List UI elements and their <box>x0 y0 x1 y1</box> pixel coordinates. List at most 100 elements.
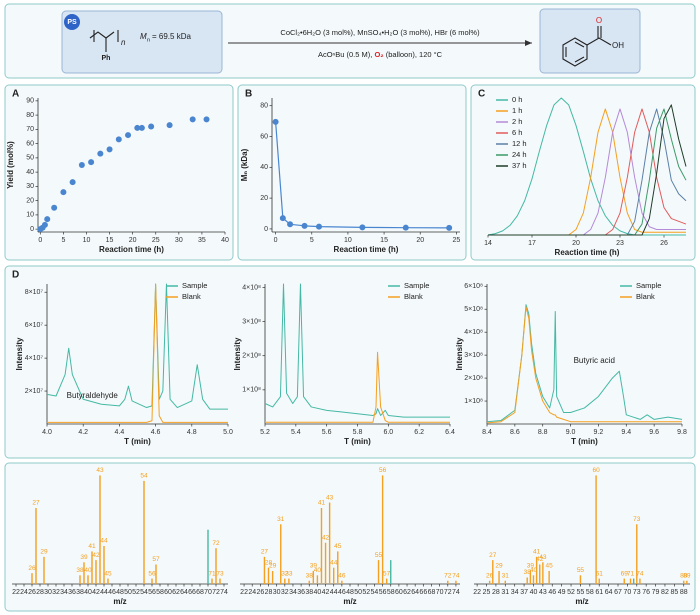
x-tick-label: 5.4 <box>291 429 301 436</box>
data-point <box>272 118 279 125</box>
bar-label: 43 <box>326 494 334 501</box>
y-tick-label: 2×10⁸ <box>242 353 261 360</box>
x-tick-label: 49 <box>558 589 566 596</box>
bar-label: 27 <box>32 500 40 507</box>
x-tick-label: 26 <box>256 589 264 596</box>
bar-label: 54 <box>140 473 148 480</box>
x-tick-label: 60 <box>395 589 403 596</box>
mn-value: = 69.5 kDa <box>152 32 191 41</box>
x-tick-label: 46 <box>338 589 346 596</box>
y-tick-label: 4×10⁸ <box>464 329 483 336</box>
bar <box>683 580 685 584</box>
x-tick-label: 72 <box>212 589 220 596</box>
x-tick-label: 5.2 <box>260 429 270 436</box>
data-point <box>41 221 48 228</box>
data-point <box>189 116 196 123</box>
x-tick-label: 73 <box>633 589 641 596</box>
x-tick-label: 32 <box>281 589 289 596</box>
bar-label: 73 <box>633 516 641 523</box>
x-tick-label: 24 <box>248 589 256 596</box>
x-tick-label: 34 <box>289 589 297 596</box>
bar <box>504 580 507 584</box>
x-tick-label: 28 <box>36 589 44 596</box>
data-point <box>316 223 322 230</box>
x-tick-label: 26 <box>28 589 36 596</box>
conditions-top: CoCl₂•6H₂O (3 mol%), MnSO₄•H₂O (3 mol%),… <box>280 28 480 37</box>
bar-label: 71 <box>208 570 216 577</box>
y-tick-label: 6×10⁸ <box>464 283 483 290</box>
bar <box>381 475 384 584</box>
y-tick-label: 80 <box>26 112 34 119</box>
x-tick-label: 17 <box>528 240 536 247</box>
y-tick-label: 0 <box>30 226 34 233</box>
x-tick-label: 30 <box>44 589 52 596</box>
bar <box>337 551 339 584</box>
bar <box>498 570 500 584</box>
y-tick-label: 3×10⁸ <box>464 352 483 359</box>
data-point <box>446 224 453 231</box>
y-tick-label: 40 <box>260 164 268 171</box>
bar <box>143 480 145 584</box>
x-tick-label: 58 <box>156 589 164 596</box>
bar <box>455 580 457 584</box>
bar-label: 29 <box>269 563 277 570</box>
y-axis-title: Yield (mol%) <box>6 141 15 189</box>
x-tick-label: 9.6 <box>649 429 659 436</box>
data-point <box>69 179 76 186</box>
x-tick-label: 37 <box>520 589 528 596</box>
solvent: AcOⁿBu (0.5 M), <box>318 50 375 59</box>
x-tick-label: 10 <box>344 237 352 244</box>
bar <box>328 502 331 584</box>
x-tick-label: 30 <box>273 589 281 596</box>
bar-label: 74 <box>636 570 644 577</box>
product-box <box>539 8 641 74</box>
x-tick-label: 70 <box>623 589 631 596</box>
x-tick-label: 9.8 <box>677 429 687 436</box>
x-tick-label: 31 <box>501 589 509 596</box>
data-point <box>106 146 113 153</box>
bar-label: 57 <box>383 570 391 577</box>
bar <box>333 567 335 584</box>
x-tick-label: 42 <box>322 589 330 596</box>
y-tick-label: 2×10⁷ <box>25 388 44 395</box>
bar-label: 43 <box>96 467 104 474</box>
x-tick-label: 4.0 <box>42 429 52 436</box>
x-tick-label: 25 <box>152 237 160 244</box>
data-point <box>125 132 132 139</box>
conditions: (balloon), 120 °C <box>384 50 443 59</box>
x-tick-label: 56 <box>148 589 156 596</box>
bar-label: 27 <box>261 549 269 556</box>
x-tick-label: 8.6 <box>510 429 520 436</box>
x-tick-label: 68 <box>428 589 436 596</box>
bar <box>320 508 323 584</box>
x-tick-label: 52 <box>362 589 370 596</box>
bar-label: 57 <box>152 556 160 563</box>
legend-label: 0 h <box>512 95 522 104</box>
x-tick-label: 9.4 <box>621 429 631 436</box>
bar <box>91 551 93 584</box>
data-point <box>148 123 155 130</box>
data-line <box>486 304 683 423</box>
y-tick-label: 20 <box>260 195 268 202</box>
data-point <box>402 224 409 231</box>
bar-label: 42 <box>92 552 100 559</box>
polymer-structure <box>89 30 119 52</box>
bar <box>542 562 544 584</box>
x-tick-label: 4.2 <box>78 429 88 436</box>
x-tick-label: 82 <box>661 589 669 596</box>
ps-badge-text: PS <box>67 19 77 26</box>
bar-label: 32 <box>281 570 289 577</box>
x-tick-label: 68 <box>196 589 204 596</box>
bar <box>263 556 266 584</box>
x-tick-label: 4.4 <box>115 429 125 436</box>
data-line <box>486 306 682 424</box>
x-tick-label: 46 <box>108 589 116 596</box>
panel-e <box>4 462 696 612</box>
bar-label: 39 <box>527 563 535 570</box>
panel-letter: B <box>245 89 252 100</box>
x-tick-label: 44 <box>330 589 338 596</box>
repeat-unit: n <box>121 38 126 47</box>
bar-label: 26 <box>28 565 36 572</box>
data-point <box>134 124 141 131</box>
mn-subscript: n <box>147 37 150 43</box>
